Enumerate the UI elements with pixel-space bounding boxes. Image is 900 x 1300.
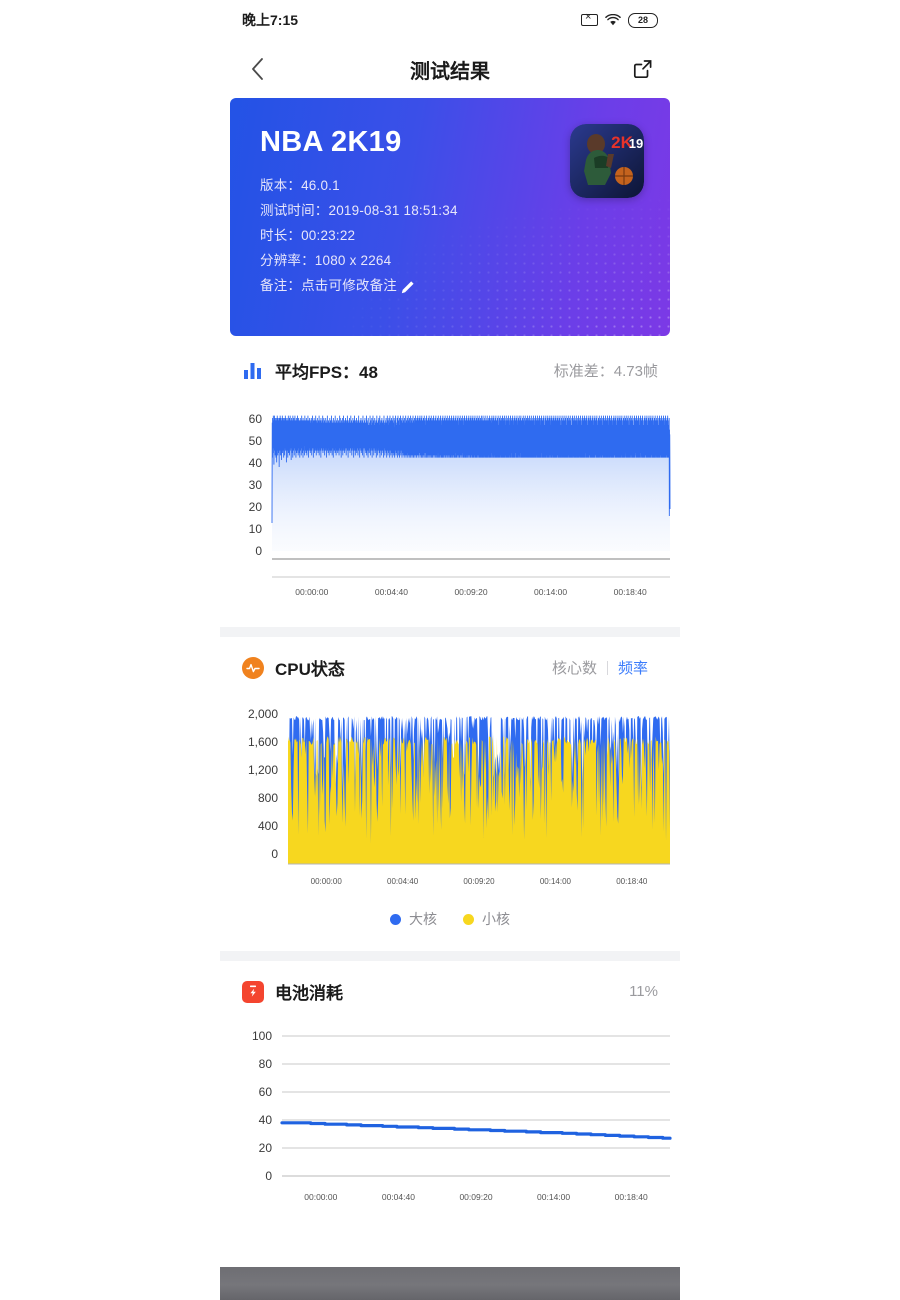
app-note-row[interactable]: 备注：点击可修改备注 [260, 273, 646, 298]
page-title: 测试结果 [410, 60, 490, 83]
cpu-title: CPU状态 [275, 660, 345, 679]
svg-text:2K: 2K [611, 133, 633, 152]
bottom-nav-bar[interactable] [220, 1267, 680, 1300]
app-icon: 2K 19 [570, 124, 644, 198]
svg-text:00:09:20: 00:09:20 [454, 587, 487, 597]
svg-text:40: 40 [249, 456, 263, 470]
legend-dot-small-core [463, 913, 474, 925]
svg-text:00:18:40: 00:18:40 [616, 877, 648, 886]
back-button[interactable] [242, 54, 272, 84]
svg-text:00:00:00: 00:00:00 [304, 1192, 337, 1202]
svg-text:00:14:00: 00:14:00 [537, 1192, 570, 1202]
svg-text:00:09:20: 00:09:20 [463, 877, 495, 886]
fps-section-header: 平均FPS：48 标准差：4.73帧 [220, 336, 680, 393]
fps-stddev: 标准差：4.73帧 [553, 363, 658, 380]
svg-text:60: 60 [249, 412, 263, 426]
chevron-left-icon [251, 58, 263, 80]
svg-text:1,200: 1,200 [248, 763, 278, 777]
svg-text:50: 50 [249, 434, 263, 448]
legend-dot-big-core [390, 913, 401, 925]
battery-value: 11% [629, 983, 658, 1000]
app-info-card[interactable]: NBA 2K19 版本：46.0.1 测试时间：2019-08-31 18:51… [230, 98, 670, 336]
svg-text:800: 800 [258, 791, 278, 805]
tab-frequency[interactable]: 频率 [617, 660, 648, 677]
svg-text:0: 0 [265, 1169, 272, 1183]
battery-title: 电池消耗 [275, 984, 343, 1003]
svg-text:00:04:40: 00:04:40 [382, 1192, 415, 1202]
section-divider-2 [220, 951, 680, 961]
app-version: 版本：46.0.1 [260, 178, 340, 193]
status-time: 晚上7:15 [242, 12, 299, 28]
svg-text:80: 80 [259, 1057, 273, 1071]
svg-text:00:00:00: 00:00:00 [295, 587, 328, 597]
svg-text:00:04:40: 00:04:40 [387, 877, 419, 886]
share-button[interactable] [628, 54, 658, 84]
battery-chart[interactable]: 100 80 60 40 20 0 00:00:00 00:04:40 00:09:… [220, 1020, 680, 1215]
svg-text:40: 40 [259, 1113, 273, 1127]
status-bar: 晚上7:15 28 [220, 0, 680, 40]
cpu-pulse-icon [242, 656, 264, 679]
svg-text:30: 30 [249, 478, 263, 492]
fps-title: 平均FPS：48 [275, 363, 378, 382]
app-note: 备注：点击可修改备注 [260, 278, 397, 293]
cpu-section-header: CPU状态 核心数 频率 [220, 637, 680, 690]
bar-chart-icon [242, 360, 264, 382]
phone-viewport: 晚上7:15 28 测试结果 NBA 2K [220, 0, 680, 1300]
battery-section-header: 电池消耗 11% [220, 961, 680, 1014]
decorative-dots [340, 196, 670, 336]
svg-text:20: 20 [249, 500, 263, 514]
section-divider-1 [220, 627, 680, 637]
legend-label-big-core: 大核 [409, 911, 437, 927]
legend-item-small-core: 小核 [463, 909, 510, 929]
app-duration: 时长：00:23:22 [260, 228, 356, 243]
app-resolution: 分辨率：1080 x 2264 [260, 253, 392, 268]
svg-text:00:14:00: 00:14:00 [540, 877, 572, 886]
battery-icon [242, 980, 264, 1003]
app-meta-list: 版本：46.0.1 测试时间：2019-08-31 18:51:34 时长：00… [260, 173, 646, 298]
svg-text:20: 20 [259, 1141, 273, 1155]
svg-text:0: 0 [255, 544, 262, 558]
app-card-wrap: NBA 2K19 版本：46.0.1 测试时间：2019-08-31 18:51… [220, 98, 680, 336]
svg-text:00:18:40: 00:18:40 [614, 587, 647, 597]
svg-text:400: 400 [258, 819, 278, 833]
svg-text:10: 10 [249, 522, 263, 536]
nav-bar: 测试结果 [220, 40, 680, 98]
legend-label-small-core: 小核 [482, 911, 510, 927]
svg-text:00:14:00: 00:14:00 [534, 587, 567, 597]
wifi-icon [605, 14, 621, 26]
svg-text:00:09:20: 00:09:20 [459, 1192, 492, 1202]
svg-text:00:00:00: 00:00:00 [311, 877, 343, 886]
svg-text:19: 19 [629, 136, 643, 151]
svg-text:00:04:40: 00:04:40 [375, 587, 408, 597]
legend-item-big-core: 大核 [390, 909, 437, 929]
no-sim-icon [581, 11, 598, 26]
share-icon [633, 60, 652, 79]
fps-chart[interactable]: 60 50 40 30 20 10 0 00:00:00 00:04:40 00:0… [220, 399, 680, 609]
svg-text:2,000: 2,000 [248, 707, 278, 721]
svg-text:00:18:40: 00:18:40 [615, 1192, 648, 1202]
app-name: NBA 2K19 [260, 126, 402, 158]
status-icons: 28 [581, 11, 658, 28]
cpu-tabs: 核心数 频率 [542, 657, 658, 678]
svg-text:60: 60 [259, 1085, 273, 1099]
cpu-chart[interactable]: 2,000 1,600 1,200 800 400 0 00:00:00 00:0… [220, 696, 680, 901]
battery-indicator: 28 [628, 12, 658, 28]
tab-separator [606, 660, 608, 675]
svg-text:100: 100 [252, 1029, 272, 1043]
app-test-time: 测试时间：2019-08-31 18:51:34 [260, 203, 458, 218]
pencil-icon[interactable] [400, 278, 415, 294]
app-card-content: NBA 2K19 版本：46.0.1 测试时间：2019-08-31 18:51… [230, 98, 670, 298]
svg-text:0: 0 [271, 847, 278, 861]
tab-core-count[interactable]: 核心数 [551, 660, 597, 677]
svg-text:1,600: 1,600 [248, 735, 278, 749]
cpu-legend: 大核 小核 [220, 909, 680, 929]
